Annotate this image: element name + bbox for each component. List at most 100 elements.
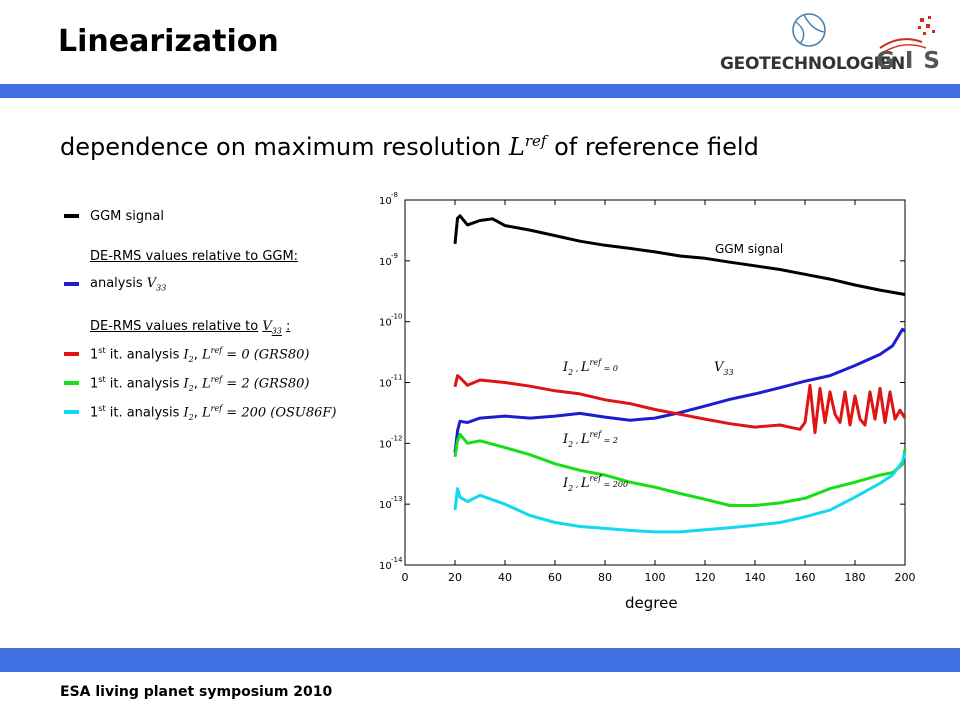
slide-subtitle: dependence on maximum resolution Lref of… — [60, 132, 759, 161]
annotation-l200-part: = 200 — [601, 480, 628, 489]
legend-heading-v33-text: DE-RMS values relative to — [90, 319, 259, 334]
legend-swatch-ggm — [64, 214, 79, 218]
y-tick-exponent: -13 — [391, 495, 402, 503]
resolution-chart: 0 20 40 60 80 100 120 140 160 180 20010-810-910-10… — [379, 191, 916, 584]
annotation-l2-part: L — [580, 432, 590, 447]
subtitle-symbol-sup: ref — [524, 132, 547, 150]
legend-i-symbol: I — [183, 405, 189, 421]
annotation-l2-part: ref — [590, 430, 604, 439]
legend-it-num: 1 — [90, 376, 99, 392]
annotation-l0-part: = 0 — [601, 364, 618, 373]
annotation-l0-part: I — [562, 360, 569, 375]
legend-analysis-text: analysis — [90, 276, 143, 291]
annotation-l200-part: ref — [590, 474, 604, 483]
annotation-ggm-signal: GGM signal — [715, 242, 783, 256]
annotation-l200-part: 2 — [567, 484, 573, 493]
legend-label-l2: 1st it. analysis I2, Lref = 2 (GRS80) — [90, 375, 310, 393]
legend-analysis-sub: 33 — [156, 283, 167, 293]
legend-it-num: 1 — [90, 347, 99, 363]
legend-i-symbol: I — [183, 376, 189, 392]
annotation-v33-symbol: V — [714, 360, 725, 375]
x-tick-label: 120 — [695, 571, 716, 584]
legend-heading-v33-colon: : — [286, 319, 291, 334]
x-tick-label: 80 — [598, 571, 612, 584]
legend-value: = 200 (OSU86F) — [226, 405, 337, 421]
legend-it-sup: st — [98, 346, 106, 355]
x-tick-label: 160 — [795, 571, 816, 584]
annotation-l200-part: I — [562, 476, 569, 491]
x-tick-label: 20 — [448, 571, 462, 584]
subtitle-symbol: L — [508, 133, 525, 161]
y-tick-label: 10 — [379, 439, 392, 450]
legend-heading-ggm: DE-RMS values relative to GGM: — [90, 249, 299, 264]
legend-it-num: 1 — [90, 405, 99, 421]
gis-logo-text: GIS — [876, 48, 951, 74]
legend-l-sup: ref — [210, 404, 223, 413]
y-tick-label: 10 — [379, 257, 392, 268]
legend-heading-v33-sub: 33 — [271, 326, 282, 336]
legend-it-text: it. analysis — [109, 405, 180, 421]
annotation-l2-part: I — [562, 432, 569, 447]
annotation-l200: I2 , Lref = 200 — [562, 474, 628, 493]
subtitle-pre: dependence on maximum resolution — [60, 133, 502, 161]
y-tick-label: 10 — [379, 500, 392, 511]
annotation-l0-part: ref — [590, 358, 604, 367]
legend-it-sup: st — [98, 404, 106, 413]
annotation-l200-part: L — [580, 476, 590, 491]
annotation-l0-part: , — [573, 364, 581, 373]
x-tick-label: 100 — [645, 571, 666, 584]
annotation-l2-part: 2 — [567, 440, 573, 449]
legend-l-sup: ref — [210, 346, 223, 355]
legend-l-symbol: L — [201, 405, 211, 421]
series-line-v33 — [453, 327, 906, 453]
x-tick-label: 60 — [548, 571, 562, 584]
annotation-l0-part: L — [580, 360, 590, 375]
annotation-v33-sub: 33 — [723, 368, 733, 377]
x-tick-label: 180 — [845, 571, 866, 584]
footer-band — [0, 648, 960, 672]
annotation-l0: I2 , Lref = 0 — [562, 358, 618, 377]
y-tick-label: 10 — [379, 318, 392, 329]
page-title: Linearization — [58, 24, 279, 59]
legend-it-sup: st — [98, 375, 106, 384]
series-line-l200 — [453, 452, 907, 534]
legend-swatch-v33 — [64, 282, 79, 286]
legend-it-text: it. analysis — [109, 376, 180, 392]
legend-value: = 2 (GRS80) — [226, 376, 310, 392]
x-tick-label: 0 — [402, 571, 409, 584]
legend-heading-v33-symbol: V — [262, 319, 272, 334]
legend-label-v33: analysis V33 — [90, 276, 166, 293]
series-line-l2 — [453, 432, 907, 507]
annotation-l200-part: , — [573, 480, 581, 489]
annotation-l2-part: = 2 — [601, 436, 618, 445]
subtitle-post: of reference field — [554, 133, 759, 161]
annotation-v33: V33 — [714, 360, 734, 377]
y-tick-label: 10 — [379, 379, 392, 390]
x-tick-label: 40 — [498, 571, 512, 584]
legend-analysis-symbol: V — [146, 276, 157, 291]
x-axis-title: degree — [625, 594, 678, 612]
legend-value: = 0 (GRS80) — [226, 347, 310, 363]
y-tick-exponent: -8 — [391, 191, 398, 199]
annotation-l0-part: 2 — [567, 368, 573, 377]
legend-i-sub: 2 — [188, 383, 194, 393]
y-tick-exponent: -9 — [391, 252, 398, 260]
gis-logo-icon — [879, 16, 935, 53]
legend-label-l0: 1st it. analysis I2, Lref = 0 (GRS80) — [90, 346, 310, 364]
y-tick-exponent: -14 — [391, 556, 403, 564]
legend-label-ggm: GGM signal — [90, 209, 164, 224]
y-tick-exponent: -11 — [391, 374, 402, 382]
y-tick-label: 10 — [379, 196, 392, 207]
geotechnologien-logo-text: GEOTECHNOLOGIEN — [720, 54, 905, 74]
footer-text: ESA living planet symposium 2010 — [60, 684, 333, 700]
legend-swatch-l2 — [64, 381, 79, 385]
series-line-l0 — [453, 374, 907, 435]
legend-i-sub: 2 — [188, 354, 194, 364]
y-tick-label: 10 — [379, 561, 392, 572]
y-tick-exponent: -12 — [391, 434, 402, 442]
annotation-l2: I2 , Lref = 2 — [562, 430, 618, 449]
y-tick-exponent: -10 — [391, 313, 402, 321]
series-line-ggm — [453, 214, 906, 296]
legend-l-symbol: L — [201, 376, 211, 392]
header-band — [0, 84, 960, 98]
